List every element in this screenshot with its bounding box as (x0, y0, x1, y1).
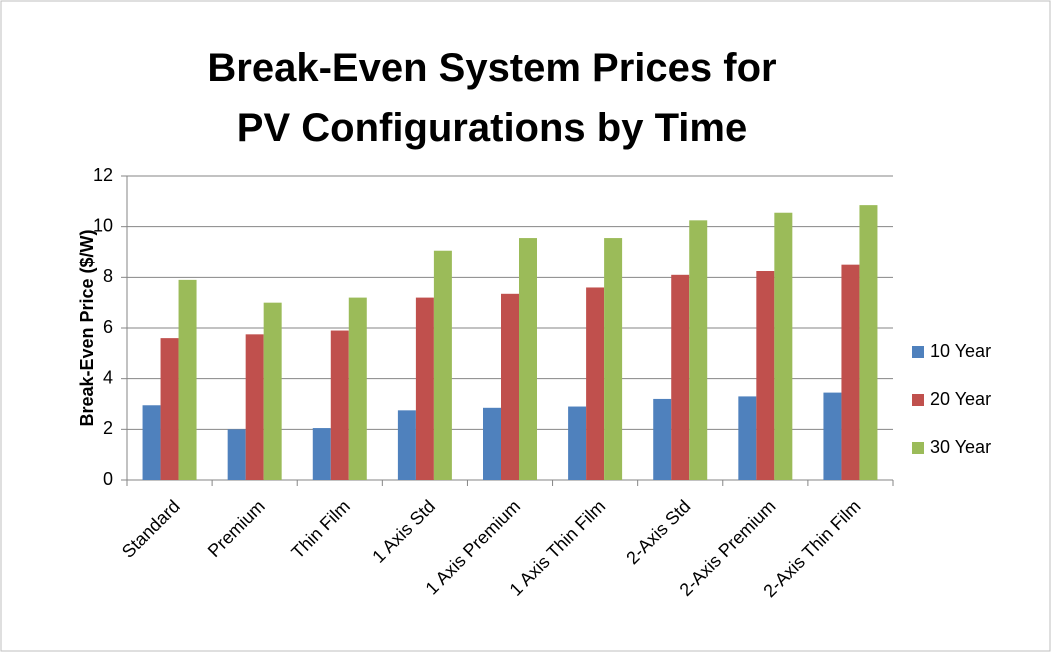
bar (738, 396, 757, 480)
legend-label: 10 Year (930, 341, 991, 361)
y-tick-label: 6 (103, 317, 113, 337)
legend-swatch (912, 346, 924, 358)
y-tick-label: 2 (103, 418, 113, 438)
y-tick-label: 10 (93, 215, 113, 235)
bar (859, 205, 878, 480)
bar (774, 212, 793, 480)
legend-label: 20 Year (930, 389, 991, 409)
bar (160, 338, 179, 480)
bar (348, 297, 367, 480)
bar (756, 271, 775, 480)
y-tick-label: 8 (103, 266, 113, 286)
y-tick-label: 0 (103, 469, 113, 489)
bar (397, 410, 416, 480)
bar (142, 405, 161, 480)
bar (330, 330, 349, 480)
bar (653, 398, 672, 480)
bar (586, 287, 605, 480)
bar (178, 279, 197, 480)
bar (415, 297, 434, 480)
bar (483, 407, 501, 480)
legend-swatch (912, 394, 924, 406)
bar (245, 334, 264, 480)
bar (501, 293, 519, 480)
bar (433, 250, 452, 480)
bar (689, 220, 708, 481)
bar (823, 392, 842, 480)
bar (312, 428, 331, 480)
legend-swatch (912, 442, 924, 454)
legend-label: 30 Year (930, 437, 991, 457)
bar (671, 274, 690, 480)
chart-title: Break-Even System Prices for PV Configur… (207, 46, 777, 150)
bar (568, 406, 587, 480)
y-axis-label: Break-Even Price ($/W) (77, 229, 97, 426)
bar (263, 302, 282, 480)
bar (841, 264, 860, 480)
y-tick-label: 4 (103, 367, 113, 387)
y-tick-label: 12 (93, 165, 113, 185)
bar (227, 429, 246, 480)
bar (519, 238, 537, 480)
bar (604, 238, 623, 480)
